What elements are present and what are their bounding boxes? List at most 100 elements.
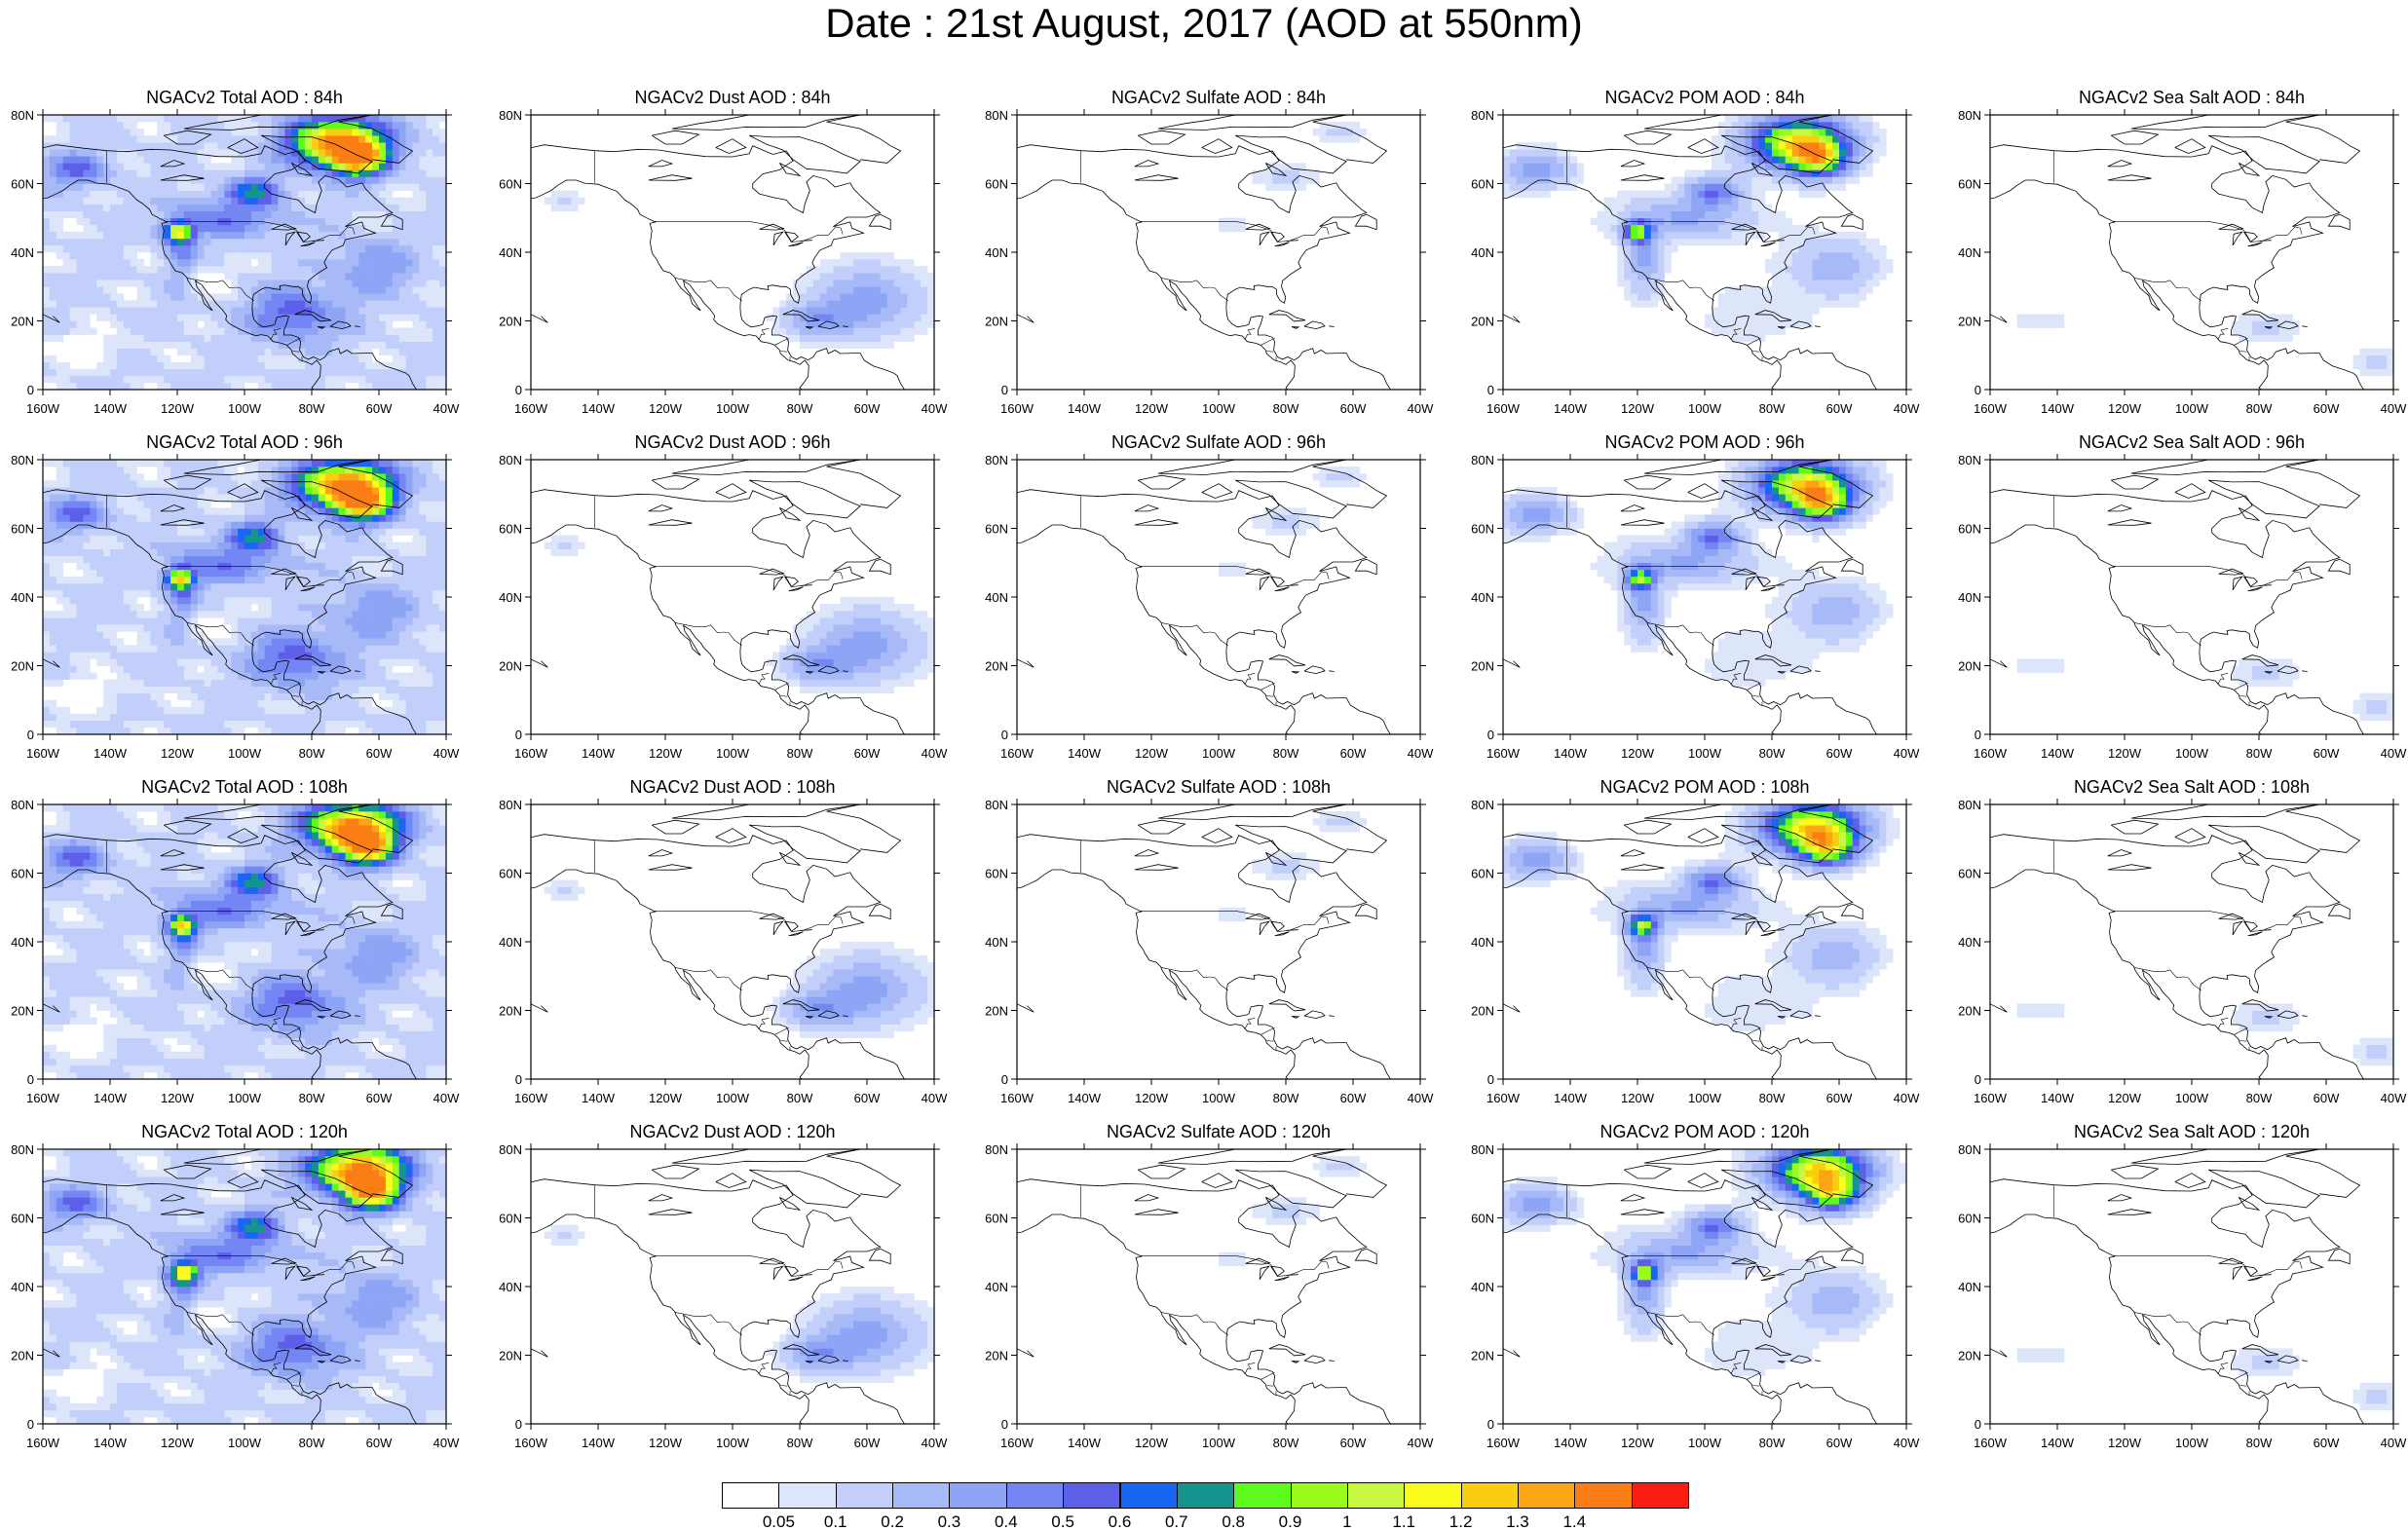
aod-cell — [110, 300, 118, 308]
aod-cell — [96, 514, 104, 522]
aod-cell — [318, 204, 326, 211]
aod-cell — [358, 286, 366, 294]
aod-cell — [426, 320, 433, 328]
y-tick-label: 0 — [515, 383, 522, 397]
page-title: Date : 21st August, 2017 (AOD at 550nm) — [825, 0, 1583, 46]
aod-cell — [1543, 183, 1551, 191]
aod-cell — [238, 273, 245, 280]
aod-cell — [264, 210, 272, 219]
aod-cell — [398, 183, 406, 191]
aod-cell — [305, 210, 313, 219]
aod-cell — [439, 341, 446, 349]
aod-cell — [893, 273, 901, 280]
aod-cell — [49, 672, 57, 680]
aod-cell — [69, 473, 77, 481]
aod-cell — [69, 548, 77, 556]
aod-cell — [116, 487, 125, 495]
aod-cell — [439, 273, 446, 280]
aod-cell — [110, 176, 118, 184]
aod-cell — [886, 341, 894, 349]
country-border — [1752, 351, 1760, 353]
aod-cell — [264, 224, 272, 233]
aod-cell — [116, 244, 125, 253]
aod-cell — [150, 679, 158, 687]
aod-cell — [190, 327, 198, 335]
aod-cell — [1865, 115, 1873, 123]
aod-cell — [204, 679, 211, 687]
aod-cell — [1664, 197, 1672, 205]
aod-cell — [331, 224, 339, 233]
coastlines — [1017, 115, 1392, 390]
aod-cell — [1805, 273, 1813, 280]
aod-cell — [143, 300, 151, 308]
aod-cell — [372, 327, 380, 335]
aod-cell — [231, 204, 239, 211]
aod-cell — [1643, 210, 1652, 219]
aod-cell — [123, 679, 131, 687]
aod-cell — [291, 169, 299, 177]
aod-cell — [43, 142, 51, 150]
aod-cell — [157, 665, 165, 673]
aod-cell — [136, 361, 144, 370]
aod-cell — [833, 327, 841, 335]
aod-cell — [204, 727, 211, 734]
aod-cell — [278, 217, 285, 226]
aod-cell — [1717, 122, 1725, 130]
aod-cell — [271, 135, 279, 143]
aod-cell — [305, 163, 313, 170]
aod-cell — [1557, 176, 1564, 184]
aod-cell — [426, 183, 433, 191]
aod-cell — [110, 210, 118, 219]
aod-cell — [331, 266, 339, 274]
y-tick-label: 80N — [985, 108, 1008, 123]
aod-cell — [143, 665, 151, 673]
aod-cell — [123, 183, 131, 191]
aod-cell — [1778, 169, 1787, 177]
aod-cell — [886, 266, 894, 274]
aod-cell — [338, 273, 346, 280]
aod-cell — [886, 334, 894, 342]
aod-cell — [62, 266, 70, 274]
aod-cell — [2265, 320, 2274, 328]
island-outline — [261, 134, 373, 174]
aod-cell — [90, 238, 97, 246]
aod-cell — [43, 307, 51, 315]
aod-cell — [1745, 163, 1752, 170]
aod-cell — [1859, 252, 1866, 260]
aod-cell — [284, 375, 292, 384]
aod-cell — [224, 259, 232, 267]
aod-cell — [83, 501, 91, 508]
aod-cell — [365, 217, 373, 226]
aod-cell — [2037, 320, 2045, 328]
aod-cell — [116, 115, 125, 123]
aod-cell — [1631, 224, 1638, 233]
aod-cell — [1765, 176, 1773, 184]
aod-cell — [278, 348, 285, 356]
aod-cell — [197, 348, 205, 356]
aod-cell — [1778, 266, 1787, 274]
aod-cell — [204, 658, 211, 666]
aod-cell — [224, 569, 232, 578]
island-outline — [2241, 310, 2279, 322]
aod-cell — [183, 163, 192, 170]
aod-cell — [853, 320, 861, 328]
aod-cell — [1791, 183, 1799, 191]
aod-cell — [231, 224, 239, 233]
aod-cell — [224, 576, 232, 584]
aod-cell — [1711, 224, 1719, 233]
aod-cell — [143, 280, 151, 287]
aod-cell — [826, 259, 834, 267]
aod-cell — [90, 382, 97, 390]
aod-cell — [1865, 142, 1873, 150]
aod-cell — [76, 727, 84, 734]
aod-cell — [224, 197, 232, 205]
aod-cell — [338, 266, 346, 274]
aod-cell — [130, 589, 137, 598]
aod-cell — [385, 149, 394, 157]
aod-cell — [1677, 224, 1685, 233]
aod-cell — [116, 169, 125, 177]
aod-cell — [150, 286, 158, 294]
aod-cell — [76, 163, 84, 170]
aod-cell — [76, 528, 84, 536]
aod-cell — [392, 204, 399, 211]
